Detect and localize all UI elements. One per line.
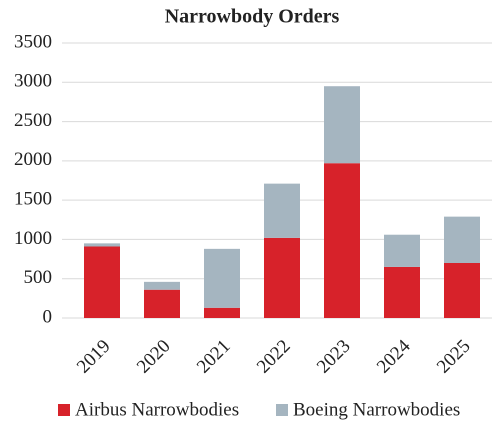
y-tick-label: 2500 <box>14 110 52 131</box>
x-tick-label: 2019 <box>73 336 115 378</box>
legend-label: Airbus Narrowbodies <box>75 399 239 420</box>
legend-swatch <box>276 404 288 416</box>
legend-swatch <box>58 404 70 416</box>
y-tick-label: 1000 <box>14 228 52 249</box>
x-tick-label: 2024 <box>373 335 415 377</box>
bar-segment <box>84 246 120 318</box>
bar-segment <box>384 266 420 318</box>
bar-segment <box>204 248 240 308</box>
bar-segment <box>144 289 180 318</box>
bar-segment <box>84 243 120 247</box>
y-tick-label: 2000 <box>14 149 52 170</box>
bar-segment <box>264 183 300 238</box>
bar-segment <box>444 216 480 263</box>
bar-segment <box>384 234 420 267</box>
x-tick-label: 2022 <box>253 336 295 378</box>
x-tick-label: 2023 <box>313 336 355 378</box>
x-tick-label: 2021 <box>193 336 235 378</box>
y-tick-label: 0 <box>43 306 53 327</box>
legend-label: Boeing Narrowbodies <box>293 399 460 420</box>
bar-segment <box>324 163 360 318</box>
chart-title: Narrowbody Orders <box>165 6 340 28</box>
y-tick-label: 1500 <box>14 189 52 210</box>
bar-segment <box>204 307 240 318</box>
x-tick-label: 2025 <box>433 336 475 378</box>
bar-segment <box>264 237 300 318</box>
bar-segment <box>144 281 180 290</box>
x-tick-label: 2020 <box>133 336 175 378</box>
bar-segment <box>444 263 480 318</box>
bar-segment <box>324 86 360 164</box>
y-tick-label: 3500 <box>14 31 52 52</box>
y-tick-label: 500 <box>24 267 53 288</box>
y-tick-label: 3000 <box>14 71 52 92</box>
